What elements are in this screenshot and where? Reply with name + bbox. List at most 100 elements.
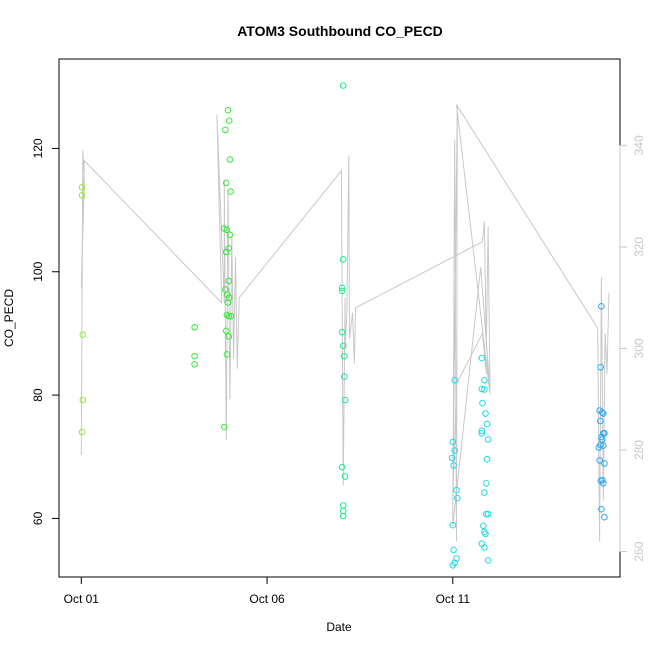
data-point xyxy=(449,562,457,569)
data-point xyxy=(483,420,491,428)
data-point xyxy=(338,284,346,292)
x-tick-label: Oct 06 xyxy=(249,592,285,606)
data-point xyxy=(601,513,608,521)
secondary-line-layer xyxy=(80,104,610,542)
data-point xyxy=(338,287,346,295)
data-point xyxy=(478,430,486,437)
data-point xyxy=(222,248,230,256)
y2-tick-label: 280 xyxy=(632,440,646,460)
y-tick-label: 60 xyxy=(31,511,45,525)
data-point xyxy=(225,312,233,320)
data-point xyxy=(601,460,608,467)
data-point xyxy=(597,417,604,425)
y-tick-label: 100 xyxy=(31,261,45,281)
data-point xyxy=(222,327,230,335)
data-point xyxy=(484,436,492,443)
data-point xyxy=(223,351,231,358)
data-point xyxy=(339,507,347,515)
chart-title: ATOM3 Southbound CO_PECD xyxy=(237,23,443,39)
data-point xyxy=(483,510,490,518)
data-point xyxy=(599,476,606,484)
data-point xyxy=(225,277,233,285)
data-point xyxy=(339,82,347,89)
data-point xyxy=(482,530,489,538)
data-point xyxy=(480,522,487,530)
data-point xyxy=(225,117,233,124)
y2-tick-label: 300 xyxy=(632,338,646,358)
y-tick-label: 80 xyxy=(31,388,45,402)
data-point xyxy=(481,544,488,551)
data-point xyxy=(598,436,606,443)
x-axis-label: Date xyxy=(326,620,352,634)
data-point xyxy=(191,352,198,360)
data-point xyxy=(481,386,488,393)
data-point xyxy=(482,410,489,417)
data-point xyxy=(478,385,486,393)
points-layer xyxy=(78,82,608,569)
data-point xyxy=(451,447,459,454)
data-point xyxy=(226,156,234,163)
data-point xyxy=(339,342,347,350)
x-tick-label: Oct 11 xyxy=(436,592,471,606)
y-axis-label: CO_PECD xyxy=(2,289,16,347)
data-point xyxy=(191,324,198,331)
data-point xyxy=(450,462,457,469)
x-tick-label: Oct 01 xyxy=(64,592,100,606)
data-point xyxy=(227,188,234,195)
data-point xyxy=(449,438,457,446)
data-point xyxy=(224,106,232,114)
data-point xyxy=(483,455,491,463)
data-point xyxy=(478,354,486,362)
data-point xyxy=(79,396,87,404)
data-point xyxy=(448,454,456,462)
data-point xyxy=(453,486,460,494)
data-point xyxy=(222,179,230,187)
axes-layer: Oct 01 Oct 06 Oct 11 60 80 100 120 260 280 300 320… xyxy=(31,58,646,606)
data-point xyxy=(225,333,233,340)
data-point xyxy=(597,364,605,371)
data-point xyxy=(341,352,348,360)
data-point xyxy=(227,312,235,320)
data-point xyxy=(598,303,605,310)
data-point xyxy=(479,399,486,407)
data-point xyxy=(223,311,231,319)
data-point xyxy=(450,546,457,554)
y-tick-label: 120 xyxy=(31,138,45,158)
data-point xyxy=(339,256,347,263)
data-point xyxy=(484,557,492,564)
y2-tick-label: 260 xyxy=(632,541,646,561)
data-point xyxy=(484,510,492,518)
data-point xyxy=(449,521,457,529)
data-point xyxy=(78,184,86,191)
data-point xyxy=(191,361,198,368)
data-point xyxy=(222,126,229,134)
data-point xyxy=(596,457,603,464)
data-point xyxy=(226,231,234,239)
data-point xyxy=(481,377,488,384)
data-point xyxy=(600,442,607,449)
data-point xyxy=(78,428,86,436)
data-point xyxy=(79,331,87,339)
data-point xyxy=(223,226,231,234)
data-point xyxy=(600,410,607,417)
data-point xyxy=(339,512,347,520)
data-point xyxy=(341,396,349,404)
data-point xyxy=(481,489,488,496)
y2-tick-label: 340 xyxy=(632,135,646,155)
data-point xyxy=(338,463,346,471)
data-point xyxy=(341,473,349,480)
data-point xyxy=(341,373,348,380)
data-point xyxy=(454,494,461,502)
y2-tick-label: 320 xyxy=(632,237,646,257)
data-point xyxy=(598,505,605,513)
secondary-series-line xyxy=(80,104,610,542)
data-point xyxy=(478,427,486,435)
data-point xyxy=(483,480,490,487)
data-point xyxy=(338,328,346,336)
data-point xyxy=(221,423,228,431)
data-point xyxy=(451,377,459,384)
data-point xyxy=(453,555,460,562)
